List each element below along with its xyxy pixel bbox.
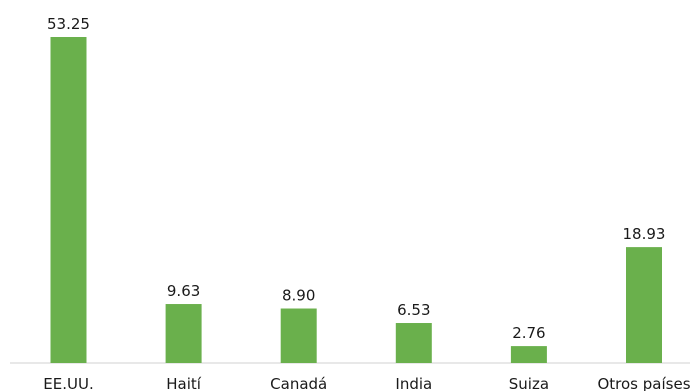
bar bbox=[395, 323, 432, 363]
category-label: Canadá bbox=[270, 375, 327, 391]
bar bbox=[510, 346, 547, 363]
bar-value-label: 6.53 bbox=[397, 301, 430, 319]
bar-value-label: 9.63 bbox=[167, 282, 200, 300]
bar bbox=[280, 308, 317, 363]
bar-value-label: 2.76 bbox=[512, 324, 545, 342]
bar bbox=[165, 304, 202, 363]
bar bbox=[50, 37, 87, 363]
bar-value-label: 53.25 bbox=[47, 15, 90, 33]
category-label: Suiza bbox=[509, 375, 549, 391]
category-label: India bbox=[395, 375, 432, 391]
category-label: Haití bbox=[166, 375, 202, 391]
category-label: EE.UU. bbox=[43, 375, 93, 391]
bars-group: 53.25 EE.UU. 9.63 Haití 8.90 Canadá 6.53 India 2… bbox=[43, 15, 690, 391]
bar bbox=[626, 247, 662, 363]
bar-value-label: 8.90 bbox=[282, 287, 315, 305]
bar-value-label: 18.93 bbox=[623, 225, 666, 243]
category-label: Otros países bbox=[597, 375, 690, 391]
